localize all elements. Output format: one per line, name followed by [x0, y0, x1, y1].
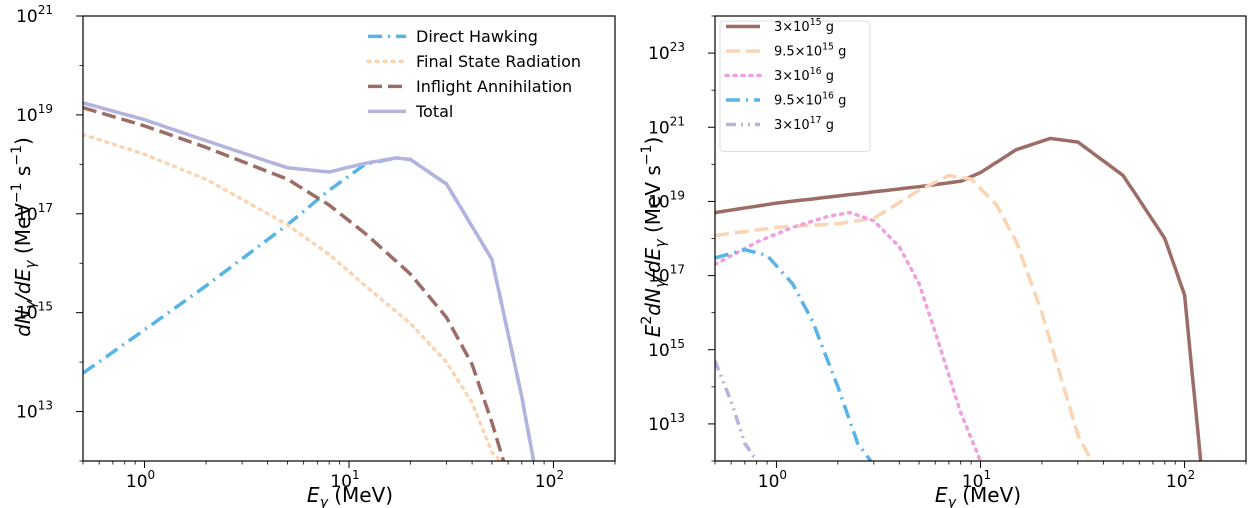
y-tick-label: 1015 [16, 300, 53, 324]
series-line-5 [715, 360, 759, 461]
y-tick-label: 1019 [648, 188, 685, 212]
y-tick-label: 1013 [16, 399, 53, 423]
y-tick-label: 1021 [648, 114, 685, 138]
x-tick-label: 100 [758, 468, 787, 492]
x-tick-label: 101 [962, 468, 991, 492]
right-panel: 100 101 102 1013 1015 1017 1019 1021 1023 3×1015… [639, 15, 1247, 508]
legend-label-3: Inflight Annihilation [416, 77, 572, 96]
legend-label-2: 9.5×1015 g [774, 42, 846, 60]
x-tick-label: 101 [330, 468, 359, 492]
left-legend: Direct Hawking Final State Radiation Infli… [366, 27, 581, 121]
y-tick-label: 1015 [648, 337, 685, 361]
left-y-axis-label: dNγ/dEγ (MeV−1 s−1) [9, 137, 39, 337]
right-legend: 3×1015 g 9.5×1015 g 3×1016 g 9.5×1016 g 3×10… [719, 17, 871, 152]
legend-label-3: 3×1016 g [774, 66, 834, 84]
left-panel: 100 101 102 1013 1015 1017 1019 1021 Direct Haw… [9, 3, 616, 508]
y-tick-label: 1023 [648, 40, 685, 64]
legend-label-5: 3×1017 g [774, 115, 834, 133]
left-x-axis-label: Eγ (MeV) [307, 483, 393, 508]
y-tick-label: 1019 [16, 102, 53, 126]
series-line-1 [715, 136, 1203, 461]
legend-label-1: Direct Hawking [416, 27, 538, 46]
series-line-2 [715, 173, 1094, 461]
x-tick-label: 100 [126, 468, 155, 492]
y-tick-label: 1021 [16, 3, 53, 27]
series-group [715, 136, 1203, 461]
right-x-axis-label: Eγ (MeV) [935, 483, 1021, 508]
series-line-3 [83, 106, 506, 461]
x-tick-label: 102 [535, 468, 564, 492]
series-line-4 [715, 247, 873, 461]
left-plot-area: 100 101 102 1013 1015 1017 1019 1021 [16, 3, 616, 492]
y-tick-label: 1017 [16, 201, 53, 225]
series-line-1 [83, 156, 536, 461]
legend-label-4: Total [415, 102, 453, 121]
legend-label-4: 9.5×1016 g [774, 91, 846, 109]
series-line-4 [83, 101, 536, 461]
y-tick-label: 1017 [648, 263, 685, 287]
legend-label-1: 3×1015 g [774, 17, 834, 35]
right-plot-area: 100 101 102 1013 1015 1017 1019 1021 1023 [648, 15, 1247, 492]
legend-box [719, 20, 871, 152]
series-group [83, 101, 536, 461]
x-tick-label: 102 [1166, 468, 1195, 492]
right-y-axis-label: E2dNγ/dEγ (MeV s−1) [639, 137, 669, 338]
y-tick-label: 1013 [648, 411, 685, 435]
series-line-2 [83, 132, 503, 461]
legend-label-2: Final State Radiation [416, 52, 581, 71]
series-line-3 [715, 210, 983, 461]
